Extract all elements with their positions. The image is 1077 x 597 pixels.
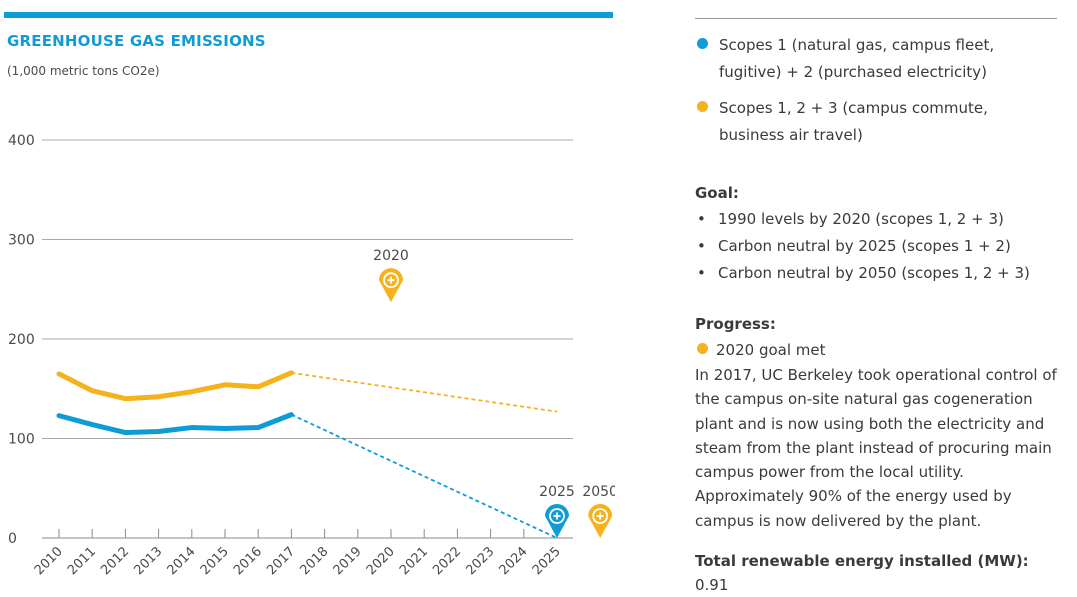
- x-tick-label: 2021: [397, 544, 431, 578]
- x-tick-label: 2025: [530, 544, 564, 578]
- legend-item-scopes-1-2: Scopes 1 (natural gas, campus fleet, fug…: [695, 32, 1057, 86]
- goal-marker-label: 2025: [539, 484, 575, 500]
- x-tick-label: 2014: [165, 544, 199, 578]
- side-panel-rule: [695, 18, 1057, 19]
- x-tick-label: 2024: [497, 544, 531, 578]
- goal-item: 1990 levels by 2020 (scopes 1, 2 + 3): [695, 206, 1057, 233]
- legend-label: Scopes 1 (natural gas, campus fleet, fug…: [719, 32, 1057, 86]
- goal-marker: 2025: [539, 484, 575, 538]
- goal-marker-label: 2050: [582, 484, 615, 500]
- progress-status: 2020 goal met: [695, 337, 1057, 363]
- legend-dot-blue: [697, 38, 708, 49]
- renewable-energy-label: Total renewable energy installed (MW):: [695, 552, 1029, 570]
- x-tick-label: 2020: [364, 544, 398, 578]
- side-panel: Scopes 1 (natural gas, campus fleet, fug…: [695, 18, 1057, 597]
- series-lines: [59, 373, 557, 538]
- y-tick-label: 400: [8, 133, 35, 149]
- projection-line-scopes12: [291, 415, 557, 538]
- legend-dot-gold: [697, 101, 708, 112]
- y-tick-label: 0: [8, 531, 17, 547]
- goal-heading: Goal:: [695, 180, 1057, 206]
- projection-line-scopes123: [291, 373, 557, 412]
- goal-list: 1990 levels by 2020 (scopes 1, 2 + 3) Ca…: [695, 206, 1057, 287]
- goal-marker: 2050: [582, 484, 615, 538]
- goal-markers: 2020 2025 2050: [373, 248, 615, 538]
- status-dot-gold: [697, 343, 708, 354]
- x-tick-label: 2015: [198, 544, 232, 578]
- progress-status-text: 2020 goal met: [716, 337, 826, 363]
- progress-heading: Progress:: [695, 311, 1057, 337]
- series-line-scopes123: [59, 373, 291, 399]
- renewable-energy-value: 0.91: [695, 576, 728, 594]
- y-tick-label: 100: [8, 432, 35, 448]
- series-line-scopes12: [59, 415, 291, 433]
- legend-item-scopes-1-2-3: Scopes 1, 2 + 3 (campus commute, busines…: [695, 95, 1057, 149]
- x-tick-label: 2017: [264, 544, 298, 578]
- x-tick-label: 2022: [430, 544, 464, 578]
- y-tick-label: 200: [8, 332, 35, 348]
- y-axis-ticks: 0 100 200 300 400: [8, 133, 35, 547]
- x-tick-label: 2011: [65, 544, 99, 578]
- legend-label: Scopes 1, 2 + 3 (campus commute, busines…: [719, 95, 1057, 149]
- y-tick-label: 300: [8, 233, 35, 249]
- x-tick-label: 2019: [331, 544, 365, 578]
- goal-item: Carbon neutral by 2025 (scopes 1 + 2): [695, 233, 1057, 260]
- gridlines: [42, 140, 573, 439]
- x-tick-label: 2018: [297, 544, 331, 578]
- goal-marker: 2020: [373, 248, 409, 302]
- progress-paragraph: In 2017, UC Berkeley took operational co…: [695, 363, 1057, 533]
- x-tick-label: 2023: [463, 544, 497, 578]
- x-tick-label: 2012: [98, 544, 132, 578]
- x-tick-label: 2013: [131, 544, 165, 578]
- goal-marker-label: 2020: [373, 248, 409, 264]
- x-tick-label: 2010: [32, 544, 66, 578]
- x-tick-label: 2016: [231, 544, 265, 578]
- goal-item: Carbon neutral by 2050 (scopes 1, 2 + 3): [695, 260, 1057, 287]
